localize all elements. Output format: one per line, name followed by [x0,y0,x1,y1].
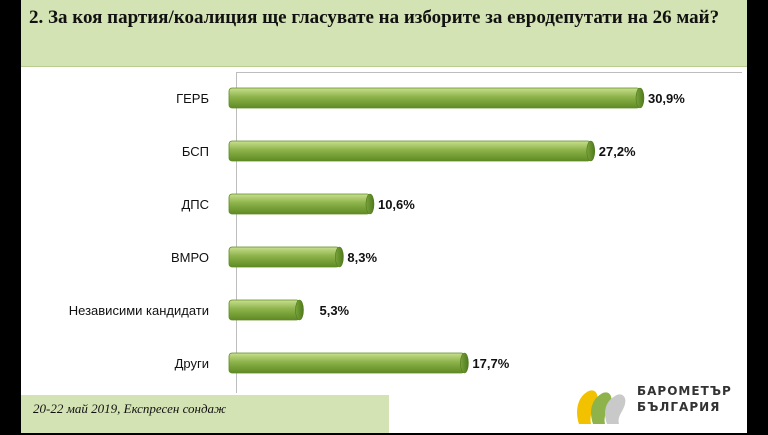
bar [228,246,340,268]
bar [228,299,300,321]
bar [228,193,371,215]
bar-chart: ГЕРБ 30,9% БСП 27,2% ДПС 10,6% ВМРО 8,3% Независ… [69,87,685,374]
plot-frame [236,72,742,393]
bar-cap [635,87,645,109]
title-box: 2. За коя партия/коалиция ще гласувате н… [21,0,747,67]
footer-box: 20-22 май 2019, Експресен сондаж [21,395,389,433]
barometer-logo: БАРОМЕТЪР БЪЛГАРИЯ [569,378,739,430]
bar-cap [460,352,469,374]
category-label: БСП [182,144,209,159]
logo-text-top: БАРОМЕТЪР [637,384,732,398]
value-label: 30,9% [648,91,685,106]
bar-cap [586,140,596,162]
bar-cap [365,193,375,215]
bar [228,352,465,374]
category-label: ГЕРБ [176,91,209,106]
value-label: 8,3% [347,250,377,265]
bar [228,140,592,162]
category-label: ДПС [181,197,209,212]
survey-note: 20-22 май 2019, Експресен сондаж [33,401,227,416]
bar-cap [335,246,344,268]
value-label: 17,7% [472,356,509,371]
value-label: 10,6% [378,197,415,212]
bar [228,87,641,109]
slide: 2. За коя партия/коалиция ще гласувате н… [21,0,747,433]
logo-heads-icon [577,390,626,424]
category-label: ВМРО [171,250,209,265]
category-label: Независими кандидати [69,303,209,318]
value-label: 27,2% [599,144,636,159]
bar-cap [295,299,304,321]
logo-text-bottom: БЪЛГАРИЯ [637,400,721,414]
chart-title: 2. За коя партия/коалиция ще гласувате н… [29,7,720,28]
value-label: 5,3% [319,303,349,318]
category-label: Други [175,356,209,371]
